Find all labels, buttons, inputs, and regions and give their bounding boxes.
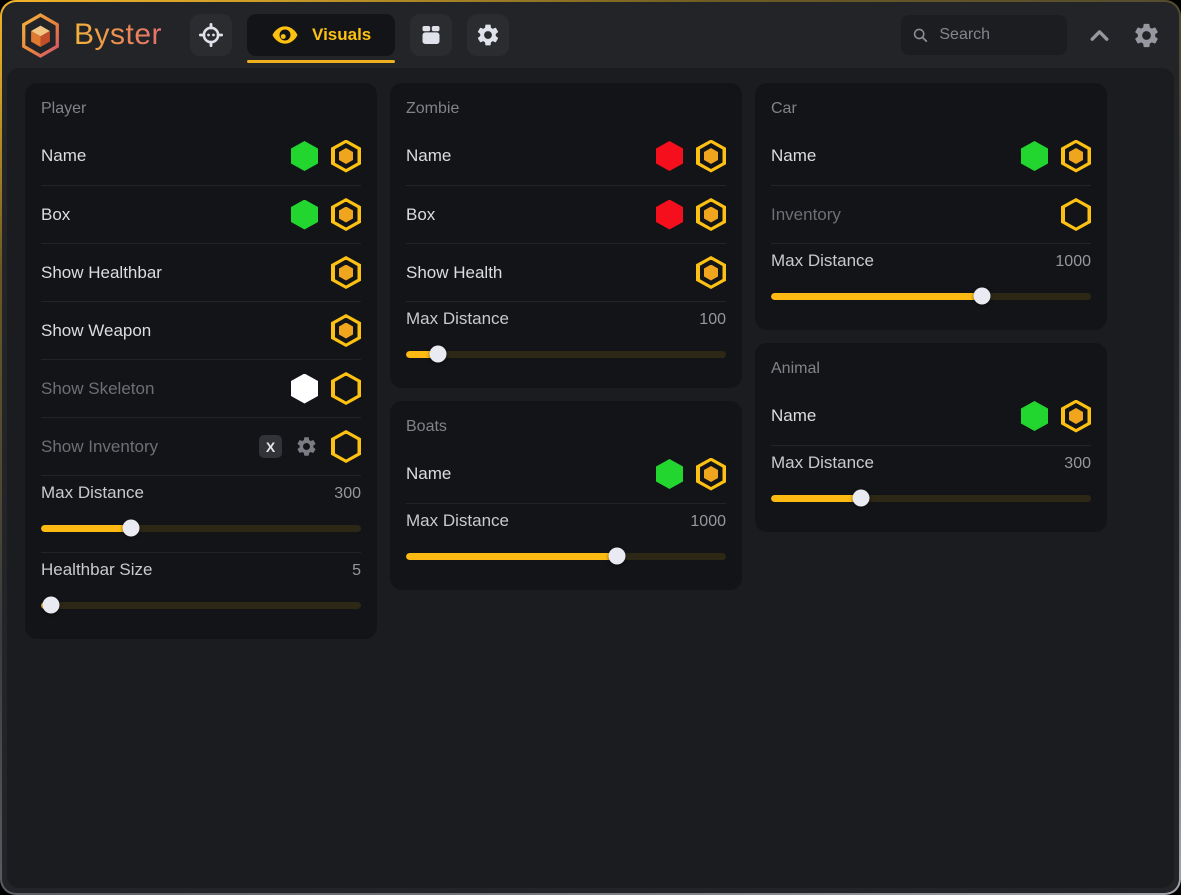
eye-icon bbox=[271, 21, 299, 49]
row-player-show-healthbar: Show Healthbar bbox=[41, 243, 361, 301]
color-swatch[interactable] bbox=[656, 141, 683, 171]
slider-thumb[interactable] bbox=[973, 287, 991, 305]
panel-boats: Boats Name Max Distance 1 bbox=[390, 401, 742, 590]
hexagon-toggle[interactable] bbox=[331, 430, 361, 463]
brand: Byster bbox=[20, 12, 163, 58]
color-swatch[interactable] bbox=[291, 199, 318, 230]
brand-name: Byster bbox=[74, 18, 163, 51]
slider-thumb[interactable] bbox=[608, 547, 626, 565]
max-distance-slider[interactable] bbox=[771, 489, 1091, 507]
row-player-show-weapon: Show Weapon bbox=[41, 301, 361, 359]
color-swatch[interactable] bbox=[656, 199, 683, 230]
slider-value: 300 bbox=[334, 485, 361, 502]
row-player-name: Name bbox=[41, 127, 361, 185]
hexagon-toggle[interactable] bbox=[331, 256, 361, 289]
tab-visuals[interactable]: Visuals bbox=[247, 14, 396, 56]
row-animal-max-distance: Max Distance 300 bbox=[771, 445, 1091, 522]
color-swatch[interactable] bbox=[656, 459, 683, 489]
tab-settings[interactable] bbox=[467, 14, 510, 56]
row-settings-gear-icon[interactable] bbox=[295, 435, 318, 458]
max-distance-slider[interactable] bbox=[406, 345, 726, 363]
search-icon bbox=[912, 25, 928, 45]
row-car-name: Name bbox=[771, 127, 1091, 185]
row-player-max-distance: Max Distance 300 bbox=[41, 475, 361, 552]
row-car-max-distance: Max Distance 1000 bbox=[771, 243, 1091, 320]
slider-thumb[interactable] bbox=[429, 345, 447, 363]
search-box bbox=[901, 15, 1067, 55]
panel-zombie: Zombie Name Box bbox=[390, 83, 742, 388]
color-swatch[interactable] bbox=[291, 141, 318, 171]
top-bar: Byster Visuals bbox=[2, 2, 1179, 68]
slider-value: 100 bbox=[699, 311, 726, 328]
slider-value: 5 bbox=[352, 562, 361, 579]
active-tab-underline bbox=[247, 60, 396, 63]
slider-value: 1000 bbox=[690, 513, 726, 530]
menu-settings-button[interactable] bbox=[1132, 21, 1161, 50]
hexagon-toggle[interactable] bbox=[331, 139, 361, 173]
row-boats-max-distance: Max Distance 1000 bbox=[406, 503, 726, 580]
color-swatch[interactable] bbox=[1021, 401, 1048, 431]
hexagon-toggle[interactable] bbox=[1061, 399, 1091, 433]
row-player-healthbar-size: Healthbar Size 5 bbox=[41, 552, 361, 629]
chevron-up-icon bbox=[1087, 23, 1112, 48]
slider-thumb[interactable] bbox=[42, 596, 60, 614]
box-icon bbox=[419, 23, 443, 47]
collapse-button[interactable] bbox=[1087, 23, 1112, 48]
row-zombie-box: Box bbox=[406, 185, 726, 243]
slider-value: 300 bbox=[1064, 455, 1091, 472]
tab-misc[interactable] bbox=[410, 14, 453, 56]
color-swatch[interactable] bbox=[291, 373, 318, 404]
tab-visuals-label: Visuals bbox=[312, 25, 372, 44]
hexagon-toggle[interactable] bbox=[1061, 139, 1091, 173]
max-distance-slider[interactable] bbox=[406, 547, 726, 565]
gear-icon bbox=[475, 22, 501, 48]
row-zombie-show-health: Show Health bbox=[406, 243, 726, 301]
row-boats-name: Name bbox=[406, 445, 726, 503]
hexagon-toggle[interactable] bbox=[331, 314, 361, 347]
panel-title: Animal bbox=[771, 360, 820, 377]
panel-title: Zombie bbox=[406, 100, 460, 117]
panel-title: Boats bbox=[406, 418, 447, 435]
row-animal-name: Name bbox=[771, 387, 1091, 445]
max-distance-slider[interactable] bbox=[771, 287, 1091, 305]
slider-thumb[interactable] bbox=[122, 519, 140, 537]
tab-bar: Visuals bbox=[190, 14, 510, 63]
hexagon-toggle[interactable] bbox=[331, 198, 361, 231]
color-swatch[interactable] bbox=[1021, 141, 1048, 171]
visuals-page: Player Name Box bbox=[7, 68, 1174, 888]
app-logo-icon bbox=[22, 12, 59, 58]
row-zombie-name: Name bbox=[406, 127, 726, 185]
tab-aimbot[interactable] bbox=[190, 14, 233, 56]
hexagon-toggle[interactable] bbox=[696, 139, 726, 173]
search-input[interactable] bbox=[937, 25, 1056, 45]
hexagon-toggle[interactable] bbox=[696, 256, 726, 289]
hexagon-toggle[interactable] bbox=[1061, 198, 1091, 231]
panel-title: Car bbox=[771, 100, 797, 117]
hexagon-toggle[interactable] bbox=[331, 372, 361, 405]
row-player-show-inventory: Show Inventory X bbox=[41, 417, 361, 475]
row-car-inventory: Inventory bbox=[771, 185, 1091, 243]
crosshair-icon bbox=[198, 22, 224, 48]
row-player-box: Box bbox=[41, 185, 361, 243]
panel-player: Player Name Box bbox=[25, 83, 377, 639]
max-distance-slider[interactable] bbox=[41, 519, 361, 537]
gear-icon bbox=[1132, 21, 1161, 50]
slider-thumb[interactable] bbox=[852, 489, 870, 507]
row-player-show-skeleton: Show Skeleton bbox=[41, 359, 361, 417]
hexagon-toggle[interactable] bbox=[696, 457, 726, 491]
keybind-badge[interactable]: X bbox=[259, 435, 282, 458]
hexagon-toggle[interactable] bbox=[696, 198, 726, 231]
panel-car: Car Name Inventory bbox=[755, 83, 1107, 330]
slider-value: 1000 bbox=[1055, 253, 1091, 270]
panel-title: Player bbox=[41, 100, 87, 117]
panel-animal: Animal Name Max Distance bbox=[755, 343, 1107, 532]
row-zombie-max-distance: Max Distance 100 bbox=[406, 301, 726, 378]
healthbar-size-slider[interactable] bbox=[41, 596, 361, 614]
